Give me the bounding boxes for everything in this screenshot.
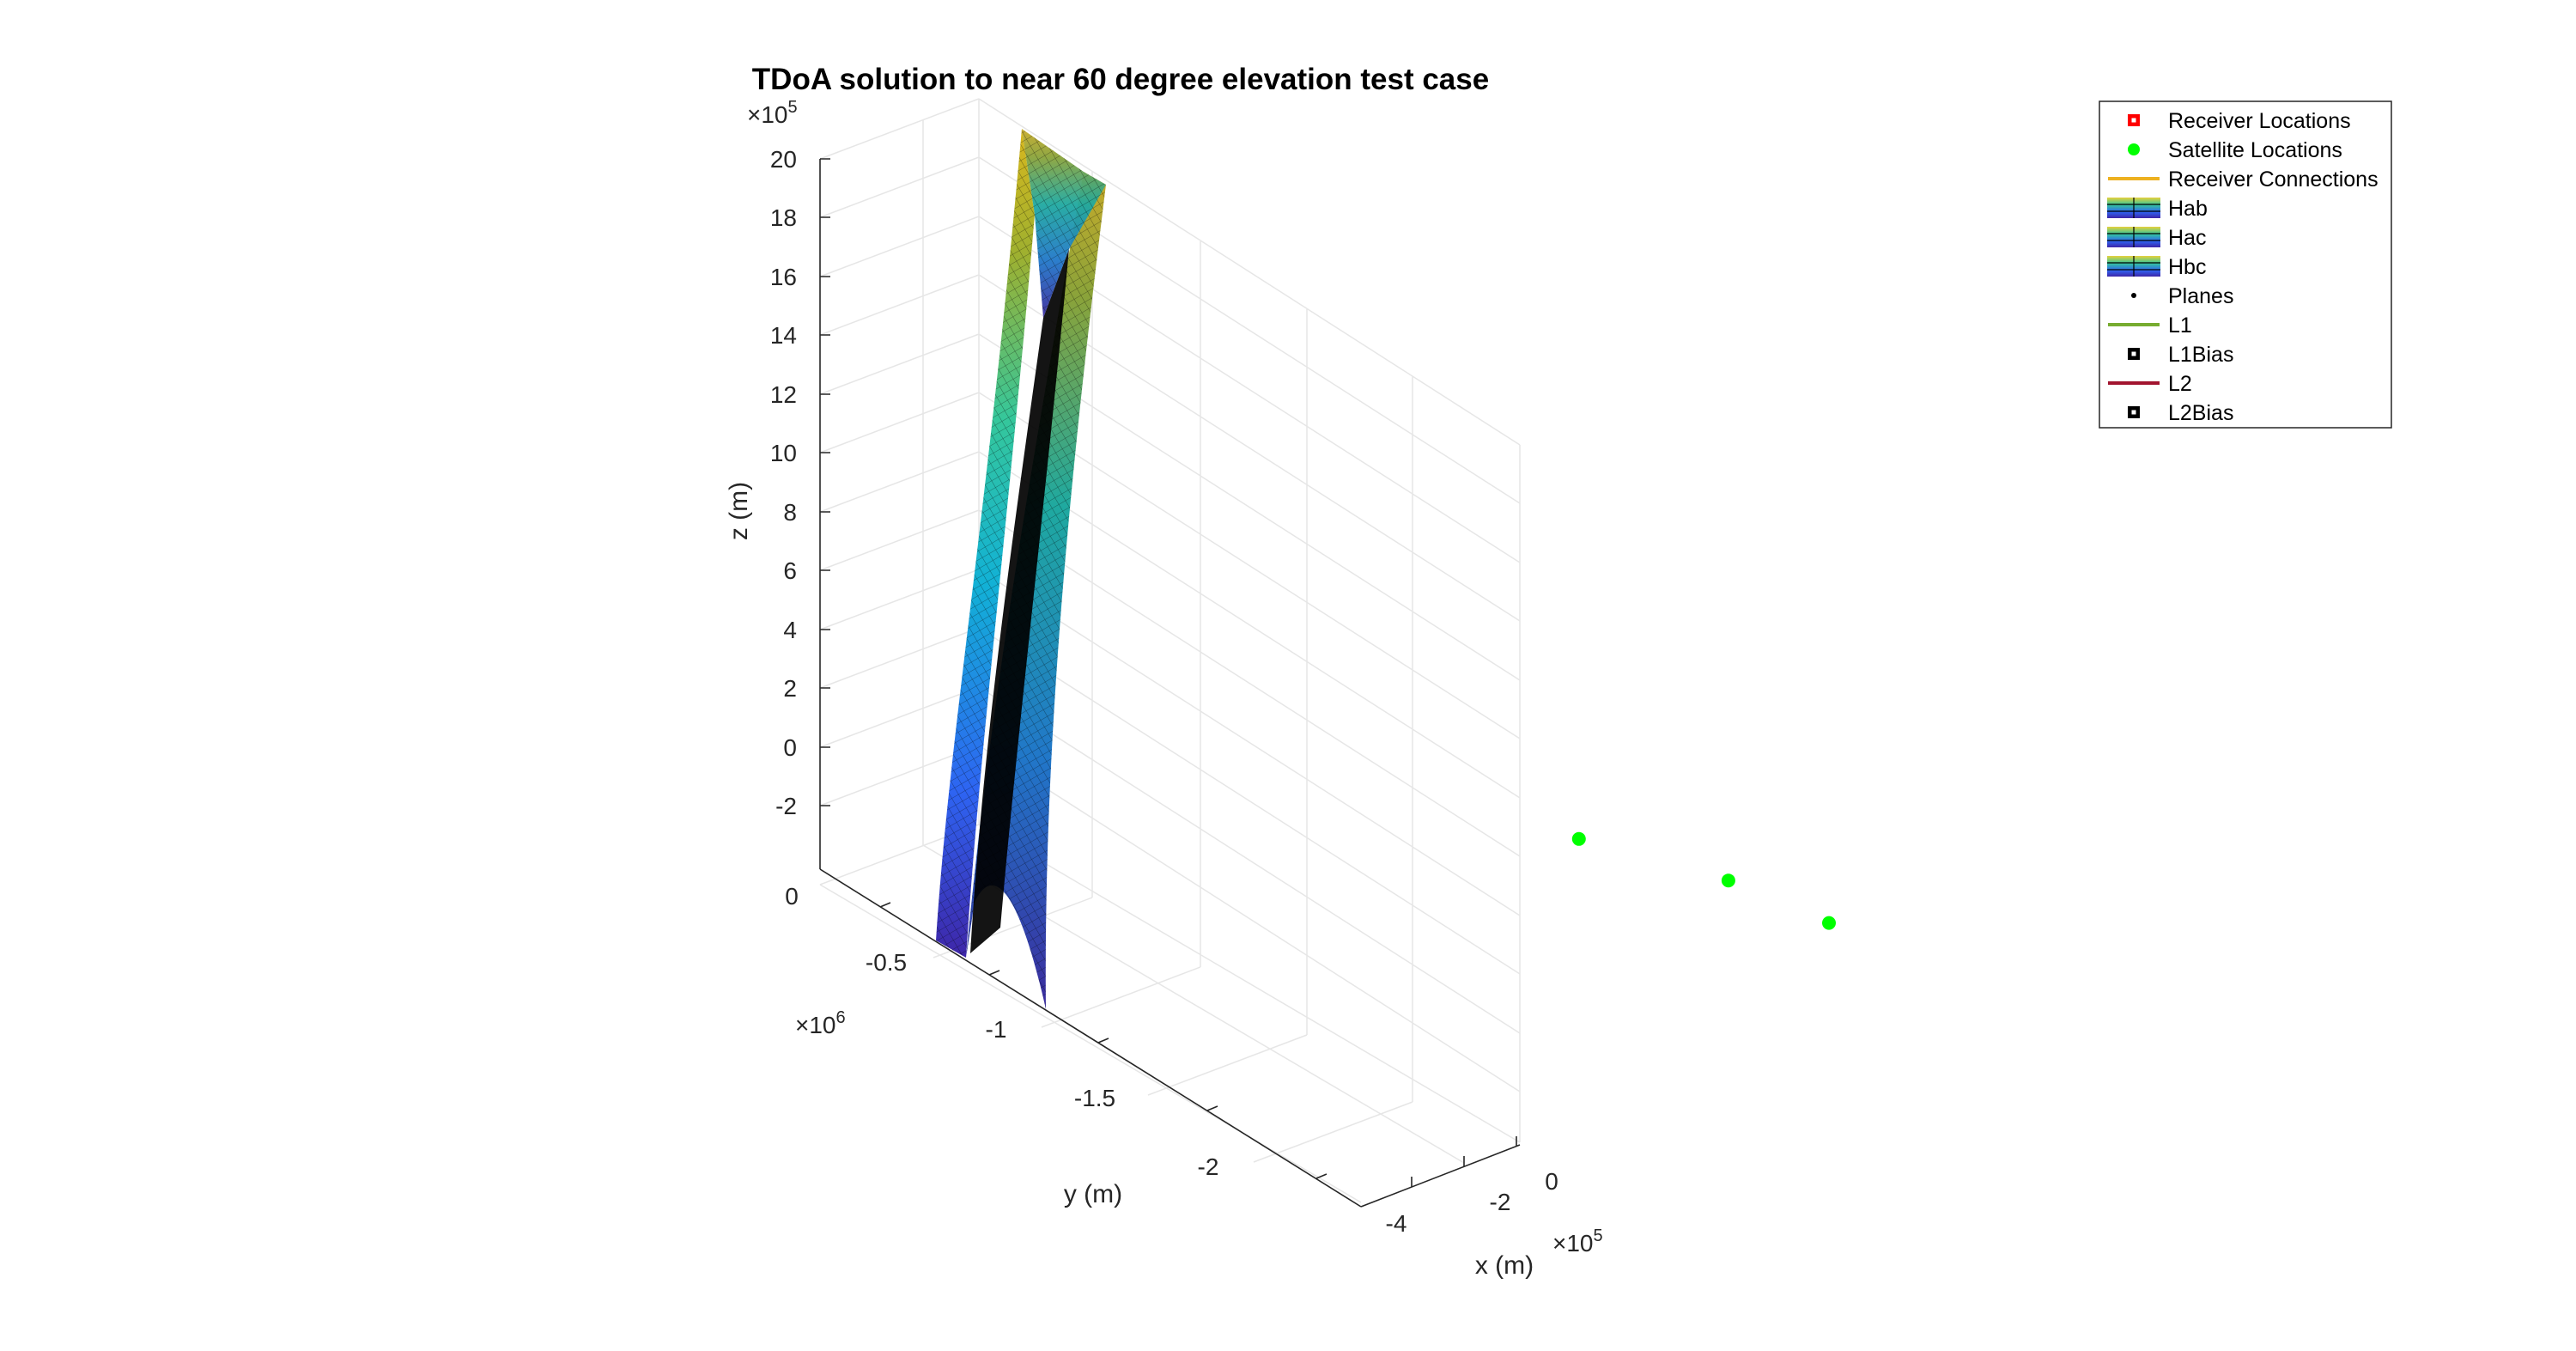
legend-label: Planes [2168,284,2233,308]
legend-label: L1Bias [2168,343,2233,367]
satellite-point [1721,873,1735,888]
surface-hab-mesh [936,129,1035,958]
z-tick-label: 20 [770,146,797,173]
x-axis-label: x (m) [1475,1251,1534,1280]
y-tick-label: -0.5 [866,949,907,976]
z-tick-label: 10 [770,440,797,466]
axes [819,158,1521,1208]
legend-label: L2Bias [2168,401,2233,425]
x-axis-line [1360,1144,1521,1208]
legend-surface-icon [2107,256,2160,277]
z-axis-label: z (m) [725,482,753,540]
legend-label: Receiver Locations [2168,109,2351,133]
legend-entry[interactable]: Hbc [2107,255,2206,279]
z-exponent: ×105 [747,98,798,128]
satellite-point [1822,916,1836,930]
legend-square-icon [2128,348,2140,360]
y-tick-label: 0 [785,883,799,910]
legend-point-icon [2131,293,2136,298]
legend-surface-icon [2107,198,2160,218]
legend-label: Hab [2168,197,2208,221]
legend-dot-icon [2128,143,2140,155]
x-exponent: ×105 [1552,1226,1603,1257]
x-tick-labels: -4 -2 0 [1386,1168,1558,1237]
chart-title: TDoA solution to near 60 degree elevatio… [752,63,1489,96]
z-tick-label: 6 [783,557,797,584]
gridline [978,98,1521,1092]
z-tick-label: 12 [770,381,797,408]
legend[interactable]: Receiver Locations Satellite Locations Rec… [2099,100,2392,429]
z-tick-label: -2 [775,793,797,819]
gridline [819,824,1521,1203]
satellite-point [1571,831,1586,846]
legend-surface-icon [2107,227,2160,247]
x-tick-label: -2 [1490,1189,1511,1215]
surface-hbc-top-mesh [1022,129,1106,318]
y-tick-label: -1.5 [1074,1085,1115,1111]
y-tick-label: -1 [986,1016,1007,1043]
legend-entry[interactable]: Receiver Locations [2128,109,2351,133]
legend-entry[interactable]: Satellite Locations [2128,138,2342,162]
x-axis-ticks [1411,1136,1517,1187]
hyperbola-surfaces [936,129,1106,1009]
legend-entry[interactable]: Hac [2107,226,2206,250]
legend-entry[interactable]: Hab [2107,197,2208,221]
z-tick-label: 2 [783,675,797,702]
legend-items: Receiver Locations Satellite Locations Rec… [2107,109,2379,425]
legend-label: Hac [2168,226,2206,250]
y-axis-ticks [879,902,1327,1179]
z-tick-label: 4 [783,617,797,643]
legend-label: Hbc [2168,255,2206,279]
y-axis-line [819,868,1362,1208]
legend-label: Receiver Connections [2168,167,2379,192]
legend-square-icon [2128,114,2140,126]
z-tick-label: 14 [770,322,797,349]
legend-label: L1 [2168,313,2192,338]
legend-entry[interactable]: L2Bias [2128,401,2233,425]
satellite-layer [1571,831,1836,930]
legend-entry[interactable]: L1Bias [2128,343,2233,367]
z-tick-label: 18 [770,204,797,231]
y-tick-labels: 0 -0.5 -1 -1.5 -2 [785,883,1218,1180]
legend-entry[interactable]: Planes [2131,284,2233,308]
x-tick-label: 0 [1545,1168,1558,1195]
z-axis-ticks [820,158,830,806]
gridline [819,98,980,806]
z-tick-label: 0 [783,734,797,761]
legend-entry[interactable]: L1 [2108,313,2192,338]
x-tick-label: -4 [1386,1210,1407,1237]
y-axis-label: y (m) [1064,1180,1122,1208]
gridline [978,99,1521,1142]
legend-square-icon [2128,406,2140,418]
y-exponent: ×106 [795,1008,846,1038]
legend-entry[interactable]: L2 [2108,372,2192,396]
z-tick-labels: 20 18 16 14 12 10 8 6 4 2 0 -2 [770,146,797,819]
grid [819,98,1521,1203]
legend-label: L2 [2168,372,2192,396]
surface-hbc [970,249,1069,953]
legend-label: Satellite Locations [2168,138,2342,162]
y-tick-label: -2 [1198,1153,1219,1180]
z-tick-label: 16 [770,264,797,290]
legend-entry[interactable]: Receiver Connections [2108,167,2379,192]
z-tick-label: 8 [783,499,797,526]
